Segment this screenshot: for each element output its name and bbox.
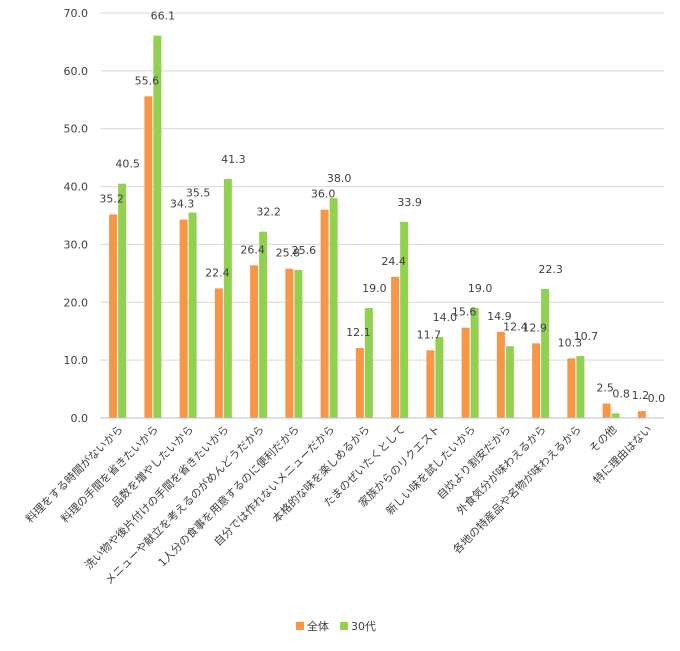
- data-label-zentai: 24.4: [381, 255, 406, 268]
- bar-zentai: [285, 268, 294, 418]
- bar-zentai: [144, 96, 153, 419]
- bar-30dai: [118, 183, 127, 418]
- bar-zentai: [214, 288, 223, 418]
- data-label-30dai: 14.0: [433, 311, 458, 324]
- bar-30dai: [435, 337, 444, 418]
- y-tick-label: 0.0: [71, 412, 89, 425]
- data-label-zentai: 25.8: [276, 247, 301, 260]
- bars: [109, 35, 646, 419]
- data-label-30dai: 40.5: [115, 158, 140, 171]
- legend-swatch: [296, 622, 304, 630]
- data-label-zentai: 2.5: [596, 382, 614, 395]
- data-label-zentai: 1.2: [632, 389, 650, 402]
- bar-30dai: [541, 288, 550, 418]
- data-label-zentai: 12.1: [346, 326, 371, 339]
- y-tick-label: 50.0: [64, 123, 89, 136]
- bar-30dai: [188, 212, 197, 418]
- bar-zentai: [391, 276, 400, 418]
- data-label-30dai: 66.1: [151, 10, 176, 23]
- y-tick-label: 70.0: [64, 7, 89, 20]
- y-axis: 0.0 10.0 20.0 30.0 40.0 50.0 60.0 70.0: [64, 7, 89, 425]
- data-label-zentai: 22.4: [205, 266, 230, 279]
- bar-zentai: [496, 331, 505, 418]
- y-tick-label: 40.0: [64, 181, 89, 194]
- y-tick-label: 30.0: [64, 238, 89, 251]
- data-label-zentai: 11.7: [417, 328, 442, 341]
- data-label-zentai: 12.9: [522, 321, 547, 334]
- bar-30dai: [364, 308, 373, 418]
- bar-30dai: [611, 413, 620, 418]
- data-label-zentai: 10.3: [558, 336, 583, 349]
- bar-30dai: [505, 346, 514, 418]
- data-label-30dai: 22.3: [538, 263, 563, 276]
- data-label-zentai: 14.9: [487, 310, 512, 323]
- bar-30dai: [400, 221, 409, 418]
- bar-zentai: [179, 219, 188, 418]
- data-label-zentai: 35.2: [99, 192, 124, 205]
- legend: 全体 30代: [296, 619, 376, 633]
- data-label-30dai: 0.8: [612, 387, 630, 400]
- bar-zentai: [320, 209, 329, 418]
- bar-zentai: [461, 327, 470, 418]
- legend-label: 全体: [307, 619, 329, 633]
- legend-swatch: [340, 622, 348, 630]
- data-label-30dai: 33.9: [397, 196, 422, 209]
- data-label-30dai: 35.5: [186, 187, 211, 200]
- bar-zentai: [602, 403, 611, 418]
- data-label-30dai: 12.4: [503, 320, 528, 333]
- bar-30dai: [470, 308, 479, 418]
- y-tick-label: 10.0: [64, 354, 89, 367]
- x-category-label: その他: [587, 423, 620, 456]
- data-label-30dai: 10.7: [574, 330, 599, 343]
- data-label-zentai: 36.0: [311, 188, 336, 201]
- data-label-zentai: 55.6: [135, 74, 160, 87]
- data-labels: 35.2 40.5 55.6 66.1 34.335.5 22.4 41.3 26.4 32.2…: [99, 10, 665, 405]
- x-axis: 料理をする時間がないから料理の手間を省きたいから品数を増やしたいから洗い物や後片…: [23, 417, 664, 587]
- legend-label: 30代: [351, 620, 376, 633]
- bar-30dai: [223, 179, 232, 418]
- bar-30dai: [153, 35, 162, 419]
- bar-zentai: [637, 411, 646, 418]
- data-label-zentai: 34.3: [170, 198, 195, 211]
- data-label-30dai: 38.0: [327, 172, 352, 185]
- y-tick-label: 20.0: [64, 296, 89, 309]
- bar-30dai: [576, 356, 585, 418]
- bar-zentai: [567, 358, 576, 418]
- bar-30dai: [259, 231, 268, 418]
- bar-zentai: [532, 343, 541, 418]
- data-label-30dai: 19.0: [468, 282, 493, 295]
- bar-zentai: [250, 265, 259, 418]
- y-tick-label: 60.0: [64, 65, 89, 78]
- data-label-30dai: 25.6: [292, 244, 317, 257]
- data-label-30dai: 0.0: [648, 392, 666, 405]
- data-label-30dai: 19.0: [362, 282, 387, 295]
- data-label-30dai: 32.2: [256, 206, 281, 219]
- bar-30dai: [329, 198, 338, 418]
- data-label-30dai: 41.3: [221, 153, 246, 166]
- x-category-label: 各地の特産品や名物が味わえるから: [450, 422, 584, 556]
- bar-zentai: [109, 214, 118, 418]
- bar-30dai: [294, 269, 303, 418]
- bar-zentai: [355, 347, 364, 418]
- data-label-zentai: 15.6: [452, 306, 477, 319]
- data-label-zentai: 26.4: [240, 243, 265, 256]
- bar-zentai: [426, 350, 435, 418]
